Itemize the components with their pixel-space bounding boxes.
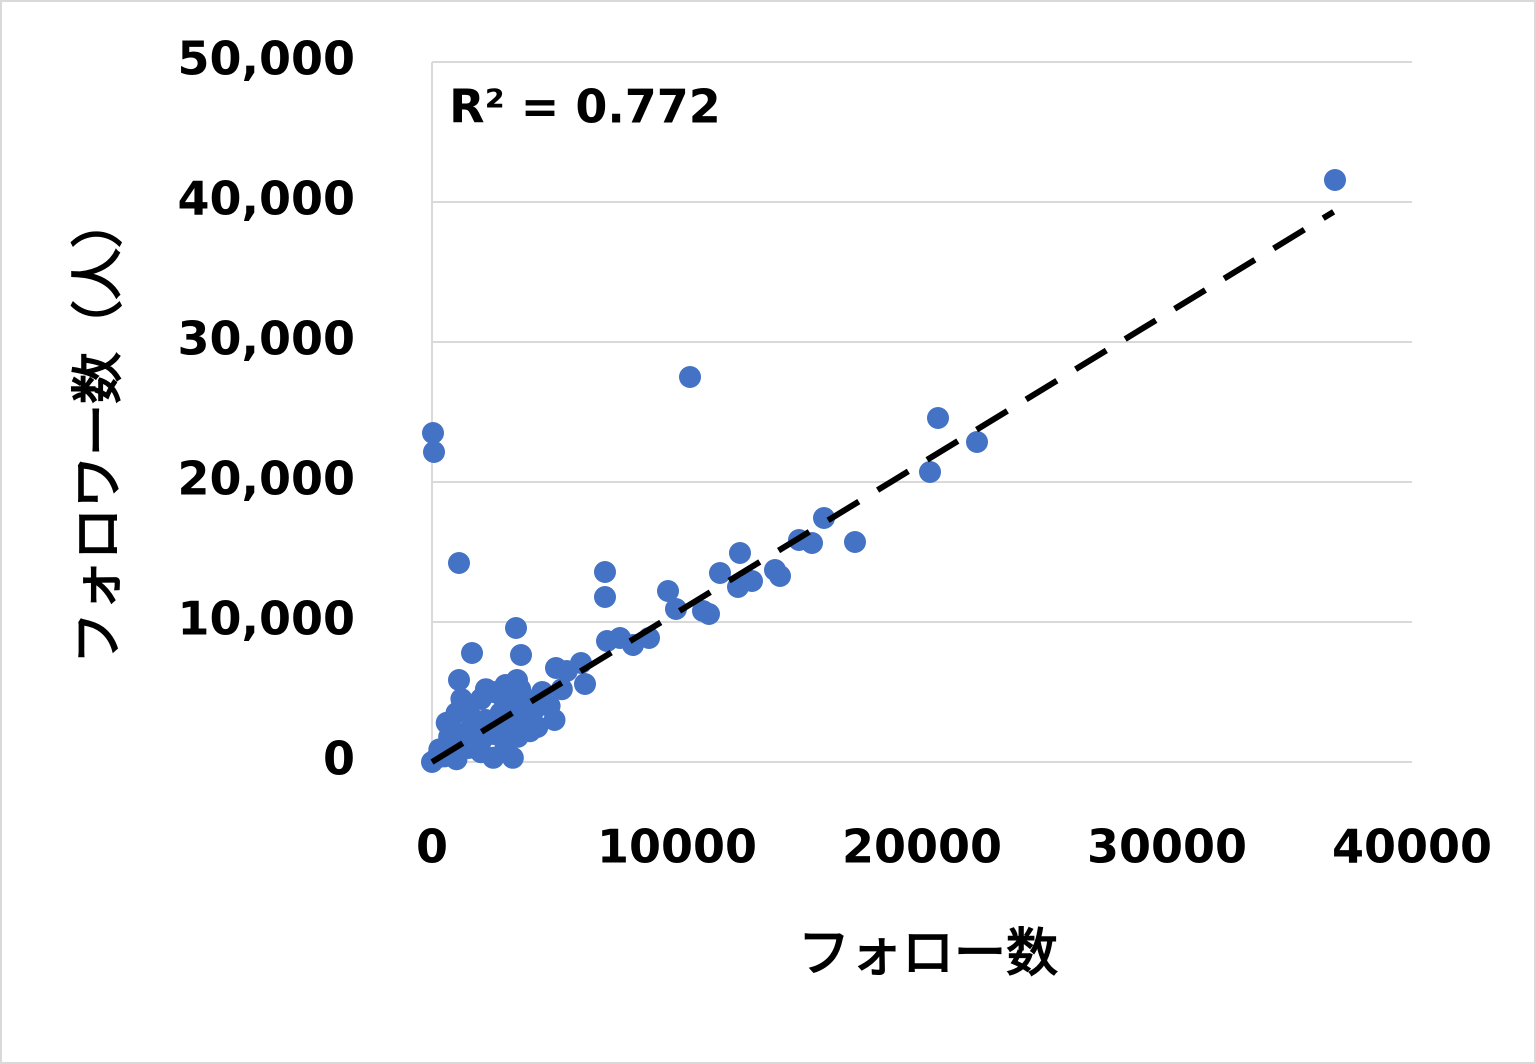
data-point	[519, 720, 541, 743]
x-tick-label: 30000	[1087, 820, 1247, 874]
data-point	[621, 634, 644, 657]
data-point	[593, 585, 616, 608]
data-point	[501, 746, 524, 769]
data-point	[574, 673, 597, 696]
data-point	[926, 407, 949, 430]
data-point	[843, 531, 866, 554]
data-point	[697, 603, 720, 626]
y-tick-label: 40,000	[177, 172, 355, 226]
y-tick-label: 10,000	[177, 592, 355, 646]
data-point	[510, 643, 533, 666]
x-axis-label: フォロー数	[798, 924, 1058, 984]
data-point	[555, 660, 578, 682]
y-axis-label: フォロワー数（人）	[69, 196, 129, 664]
data-point	[728, 541, 751, 564]
x-tick-label: 10000	[597, 820, 757, 874]
data-point	[966, 431, 989, 454]
data-point	[505, 617, 528, 640]
data-point	[679, 366, 702, 388]
data-point	[543, 709, 566, 731]
data-point	[768, 564, 791, 587]
data-point	[460, 706, 483, 729]
data-point	[657, 580, 680, 603]
x-tick-label: 20000	[842, 820, 1002, 874]
y-tick-label: 30,000	[177, 312, 355, 366]
data-point	[708, 562, 731, 584]
data-point	[523, 697, 546, 720]
data-point	[596, 629, 619, 652]
x-tick-label: 40000	[1332, 820, 1492, 874]
y-tick-label: 50,000	[177, 32, 355, 86]
data-point	[509, 678, 532, 701]
data-point	[447, 552, 470, 575]
data-point	[813, 506, 835, 529]
data-point	[1323, 169, 1346, 192]
data-point	[423, 440, 446, 463]
data-point	[919, 461, 942, 484]
x-tick-label: 0	[416, 820, 448, 874]
data-point	[450, 688, 473, 710]
data-point	[664, 597, 687, 620]
y-tick-label: 20,000	[177, 452, 355, 506]
data-point	[447, 669, 470, 692]
data-point	[474, 678, 497, 701]
data-point	[422, 422, 445, 444]
trendline	[430, 209, 1336, 765]
y-tick-label: 0	[323, 732, 355, 786]
r-squared-annotation: R² = 0.772	[449, 80, 721, 134]
data-point	[482, 746, 505, 769]
data-point	[593, 561, 616, 584]
data-point	[461, 641, 484, 664]
